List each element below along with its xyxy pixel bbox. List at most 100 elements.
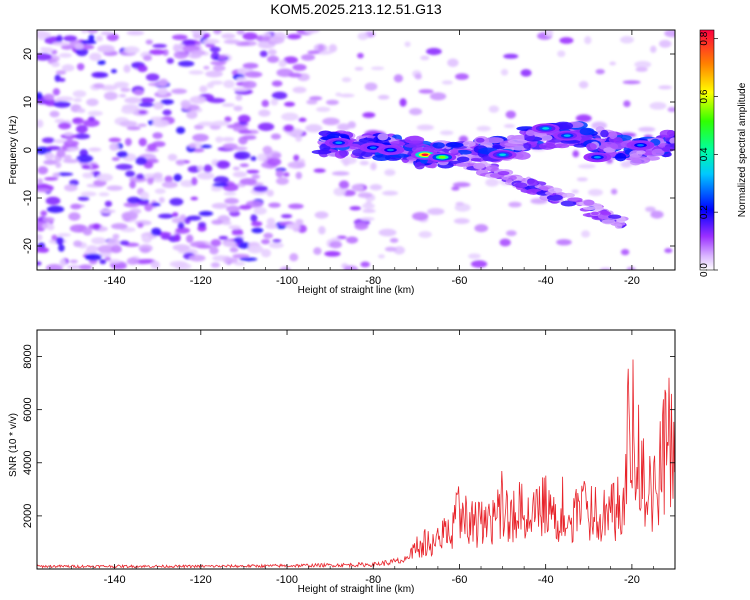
noise-blob [91, 71, 106, 78]
noise-blob [137, 222, 144, 228]
noise-blob [261, 99, 270, 108]
noise-blob [61, 44, 73, 50]
noise-blob [556, 239, 572, 246]
noise-blob [306, 99, 318, 105]
noise-blob [52, 88, 61, 96]
noise-blob [267, 55, 280, 63]
y-tick-label: -20 [22, 238, 34, 254]
noise-blob [119, 240, 130, 246]
noise-blob [223, 79, 235, 89]
noise-blob [505, 110, 517, 119]
noise-blob [108, 137, 122, 143]
noise-blob [271, 153, 282, 159]
noise-blob [58, 52, 72, 58]
noise-blob [160, 234, 172, 240]
noise-blob [166, 57, 174, 64]
noise-blob [427, 207, 445, 216]
noise-blob [622, 80, 641, 85]
noise-blob [269, 36, 285, 45]
noise-blob [271, 91, 288, 100]
signal-blob [579, 127, 595, 136]
y-tick-label: 6000 [22, 397, 34, 421]
noise-blob [360, 261, 371, 268]
signal-blob [377, 133, 389, 141]
noise-blob [429, 92, 447, 101]
noise-blob [126, 257, 139, 265]
noise-blob [346, 236, 359, 244]
signal-blob [506, 134, 517, 141]
noise-blob [152, 132, 163, 139]
signal-blob [514, 182, 528, 188]
noise-blob [190, 196, 199, 201]
signal-blob [414, 161, 425, 170]
noise-blob [439, 130, 454, 136]
signal-blob [614, 223, 623, 229]
noise-blob [137, 200, 149, 206]
noise-blob [106, 185, 123, 191]
noise-blob [599, 267, 612, 270]
noise-blob [92, 223, 101, 230]
noise-blob [209, 80, 223, 85]
noise-blob [67, 265, 82, 270]
noise-blob [209, 46, 221, 53]
noise-blob [190, 53, 202, 59]
noise-blob [232, 166, 240, 171]
signal-blob [583, 199, 595, 206]
noise-blob [251, 227, 264, 234]
noise-blob [95, 35, 103, 42]
noise-blob [63, 154, 72, 160]
noise-blob [180, 180, 195, 188]
noise-blob [295, 218, 304, 226]
signal-blob [554, 143, 570, 149]
noise-blob [55, 70, 67, 75]
noise-blob [46, 145, 61, 151]
colorbar-label: Normalized spectral amplitude [737, 82, 748, 217]
noise-blob [575, 114, 592, 123]
noise-blob [404, 41, 411, 47]
noise-blob [172, 212, 179, 218]
colorbar: 0.0 0.2 0.4 0.6 0.8 Normalized spectral ampl… [699, 29, 748, 277]
noise-blob [211, 120, 230, 127]
noise-blob [316, 106, 331, 113]
noise-blob [186, 110, 198, 119]
noise-blob [87, 246, 101, 251]
noise-blob [157, 87, 168, 96]
noise-blob [261, 238, 271, 245]
signal-blob [661, 146, 675, 152]
y-tick-label: 0 [22, 147, 34, 153]
snr-plot-area [37, 330, 675, 569]
signal-blob [562, 192, 575, 198]
noise-blob [342, 158, 350, 167]
signal-blob [404, 135, 425, 144]
noise-blob [246, 72, 254, 77]
noise-blob [626, 266, 636, 270]
noise-blob [239, 257, 258, 262]
x-tick-label: -40 [538, 574, 554, 586]
noise-blob [123, 46, 140, 54]
noise-blob [164, 175, 173, 183]
noise-blob [268, 202, 281, 208]
noise-blob [283, 172, 290, 177]
noise-blob [88, 147, 102, 152]
noise-blob [45, 196, 61, 206]
noise-blob [470, 260, 488, 268]
x-tick-label: -80 [365, 574, 381, 586]
noise-blob [266, 189, 274, 197]
noise-blob [324, 250, 341, 257]
noise-blob [43, 93, 55, 101]
noise-blob [197, 172, 215, 180]
noise-blob [145, 73, 160, 82]
noise-blob [53, 101, 71, 108]
noise-blob [370, 162, 377, 171]
noise-blob [112, 233, 120, 240]
noise-blob [62, 158, 80, 164]
noise-blob [203, 164, 213, 173]
signal-blob [613, 137, 623, 144]
noise-blob [559, 37, 574, 44]
noise-blob [169, 197, 184, 206]
noise-blob [357, 32, 369, 41]
noise-blob [185, 234, 194, 243]
noise-blob [98, 192, 110, 197]
noise-blob [349, 206, 362, 211]
noise-blob [68, 212, 81, 221]
